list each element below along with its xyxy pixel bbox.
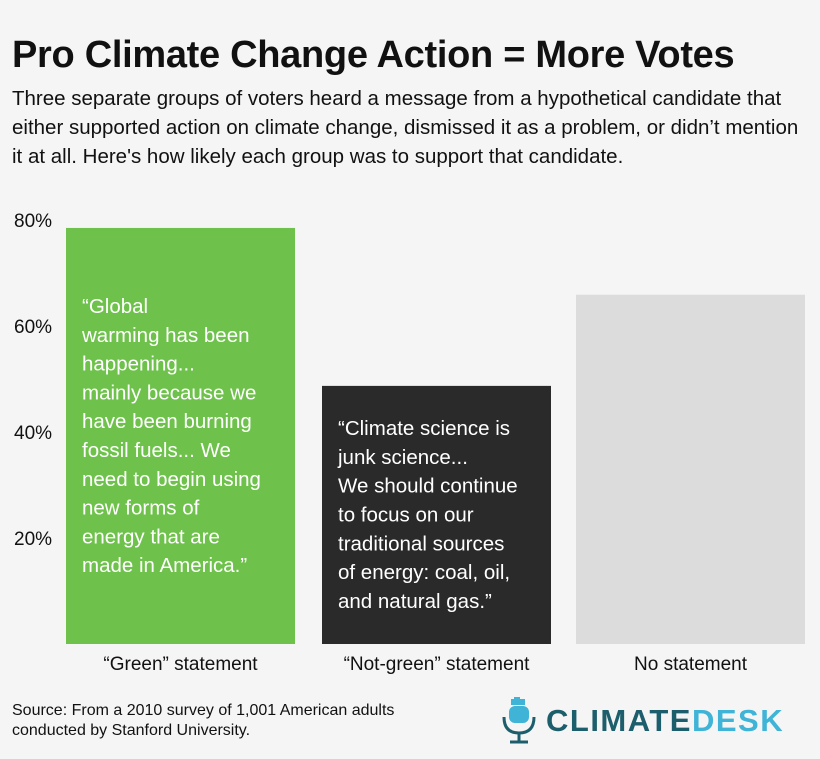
source-note: Source: From a 2010 survey of 1,001 Amer…	[12, 701, 472, 741]
x-tick-label: “Green” statement	[103, 654, 258, 675]
x-axis: “Green” statement “Not-green” statement No…	[103, 654, 747, 675]
bar-annotation-line: happening...	[82, 353, 195, 376]
bar-annotation-line: junk science...	[337, 446, 468, 469]
bar-annotation-line: and natural gas.”	[338, 590, 492, 613]
bar-annotation-line: fossil fuels... We	[82, 439, 231, 462]
y-tick-label: 80%	[14, 211, 52, 232]
bar-annotation-line: made in America.”	[82, 554, 247, 577]
bar-annotation-line: to focus on our	[338, 504, 474, 527]
bar-annotation-line: “Global	[82, 295, 148, 318]
bar-annotation-line: “Climate science is	[338, 417, 510, 440]
bar-annotation-line: warming has been	[81, 324, 250, 347]
bar-annotation-line: need to begin using	[82, 468, 261, 491]
y-tick-label: 60%	[14, 317, 52, 338]
y-axis: 80% 60% 40% 20%	[14, 211, 52, 550]
bar-chart: 80% 60% 40% 20% “Global warming has been happ…	[14, 211, 805, 675]
bar-annotation-line: energy that are	[82, 525, 220, 548]
bar-annotation-line: have been burning	[82, 410, 252, 433]
x-tick-label: “Not-green” statement	[344, 654, 531, 675]
logo-wordmark-desk: DESK	[691, 703, 785, 738]
bar	[576, 294, 805, 644]
chart-subtitle: Three separate groups of voters heard a …	[12, 87, 799, 168]
logo-wordmark: CLIMATEDESK	[546, 703, 784, 739]
bar	[322, 385, 551, 644]
y-tick-label: 40%	[14, 423, 52, 444]
logo-wordmark-climate: CLIMATE	[546, 703, 692, 738]
source-line-2: conducted by Stanford University.	[12, 722, 251, 739]
microphone-icon	[502, 697, 536, 744]
y-tick-label: 20%	[14, 529, 52, 550]
source-line-1: Source: From a 2010 survey of 1,001 Amer…	[12, 702, 395, 719]
climate-desk-logo: CLIMATEDESK	[500, 697, 812, 747]
bar-annotation-line: new forms of	[82, 497, 200, 520]
bar-annotation-line: traditional sources	[338, 532, 504, 555]
bar-annotation-line: We should continue	[338, 475, 518, 498]
bar	[66, 227, 295, 644]
x-tick-label: No statement	[634, 654, 748, 675]
bar-annotation-line: mainly because we	[82, 381, 256, 404]
bar-annotation-line: of energy: coal, oil,	[338, 561, 510, 584]
bars: “Global warming has been happening... mainl…	[66, 227, 805, 644]
chart-title: Pro Climate Change Action = More Votes	[12, 34, 735, 76]
